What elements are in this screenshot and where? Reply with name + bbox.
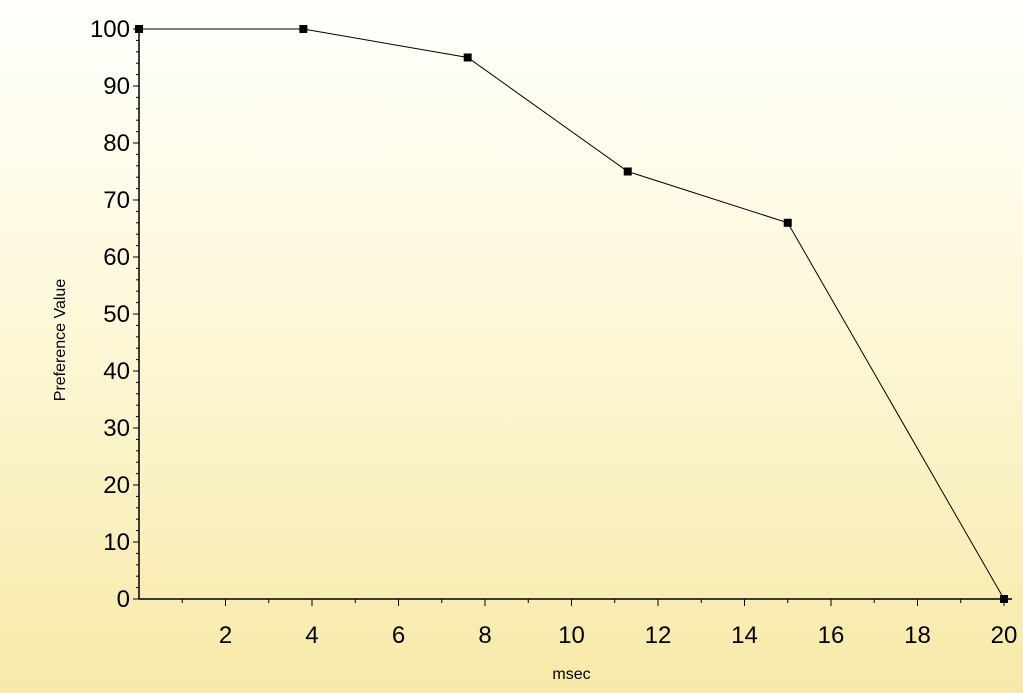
- data-point-marker: [623, 167, 632, 176]
- x-tick-label: 16: [818, 622, 845, 649]
- series-line: [139, 28, 1005, 600]
- x-tick-label: 14: [731, 622, 758, 649]
- y-axis-title: Preference Value: [52, 279, 69, 402]
- y-tick-label: 100: [90, 16, 130, 43]
- x-tick-label: 20: [991, 622, 1018, 649]
- y-tick-label: 20: [103, 472, 130, 499]
- data-point-marker: [463, 53, 472, 62]
- axes: [138, 25, 1012, 600]
- data-point-marker: [135, 25, 143, 33]
- axis-ticks: 0 10 20 30 40 50 60 70 80 90 100 2 4 6 8 10 12 14 16 18 20: [90, 16, 1017, 649]
- data-point-marker: [783, 218, 792, 227]
- x-axis-title: msec: [552, 666, 590, 683]
- x-tick-label: 10: [558, 622, 585, 649]
- y-tick-label: 90: [103, 73, 130, 100]
- x-tick-label: 8: [478, 622, 491, 649]
- x-tick-label: 2: [219, 622, 232, 649]
- y-tick-label: 10: [103, 529, 130, 556]
- y-tick-label: 70: [103, 187, 130, 214]
- series-group: [135, 25, 1008, 603]
- data-point-marker: [1000, 595, 1008, 603]
- x-tick-label: 18: [904, 622, 931, 649]
- x-tick-label: 12: [645, 622, 672, 649]
- y-tick-label: 0: [117, 586, 130, 613]
- x-tick-label: 6: [392, 622, 405, 649]
- x-tick-label: 4: [305, 622, 318, 649]
- data-point-marker: [299, 25, 308, 33]
- y-tick-label: 80: [103, 130, 130, 157]
- y-tick-label: 50: [103, 301, 130, 328]
- y-tick-label: 30: [103, 415, 130, 442]
- y-tick-label: 40: [103, 358, 130, 385]
- y-tick-label: 60: [103, 244, 130, 271]
